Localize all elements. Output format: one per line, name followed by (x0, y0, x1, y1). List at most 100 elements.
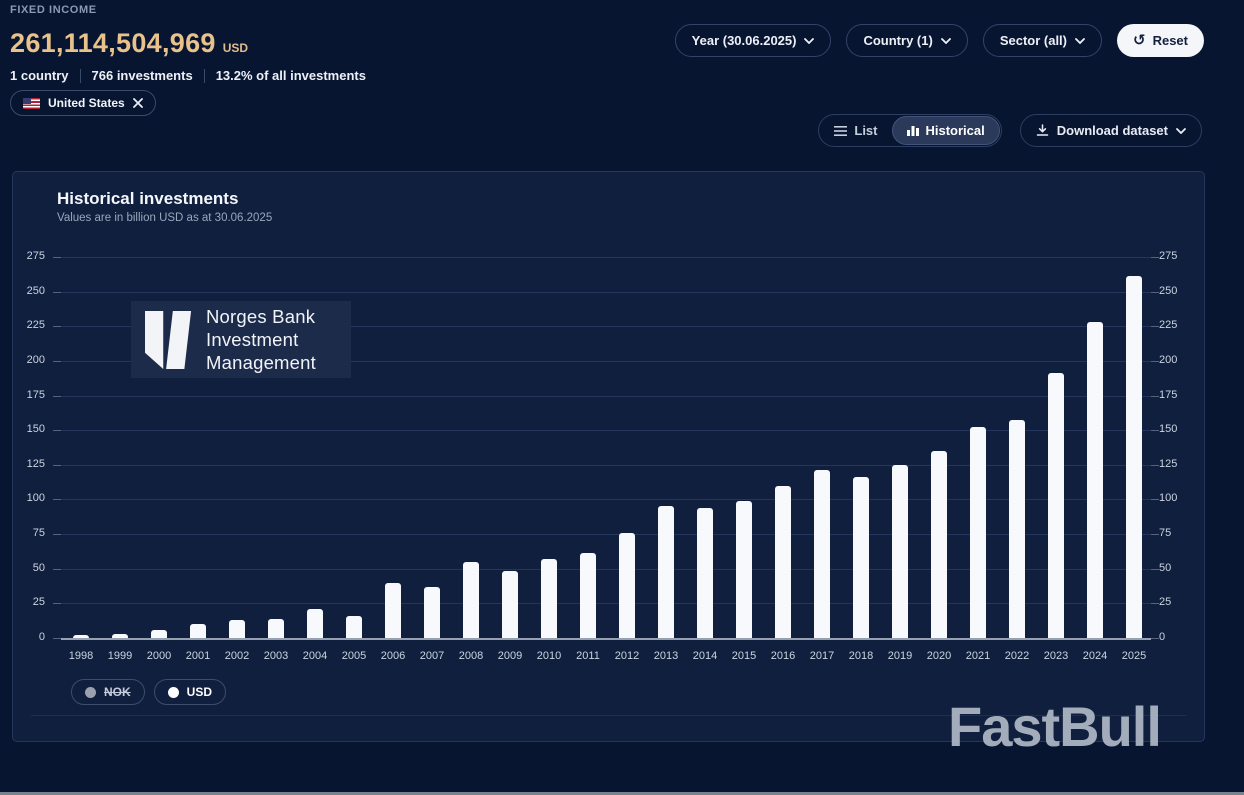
bar-2018[interactable] (853, 477, 869, 638)
currency-toggle-usd[interactable]: USD (153, 679, 227, 705)
bar-2013[interactable] (658, 506, 674, 638)
nok-dot-icon (85, 686, 96, 698)
x-axis-label: 1998 (68, 650, 94, 662)
x-axis-label: 2007 (419, 650, 445, 662)
bar-1999[interactable] (112, 633, 128, 638)
nbim-logo-mark (145, 310, 192, 369)
bar-2006[interactable] (385, 582, 401, 638)
fastbull-watermark: FastBull (948, 695, 1162, 758)
y-tick-right (1151, 638, 1159, 639)
x-axis-label: 2014 (692, 650, 718, 662)
bar-2005[interactable] (346, 615, 362, 638)
bar-2023[interactable] (1048, 373, 1064, 638)
bar-2019[interactable] (892, 464, 908, 638)
tab-list-label: List (854, 123, 878, 138)
bar-2009[interactable] (502, 571, 518, 638)
x-axis-label: 2024 (1082, 650, 1108, 662)
y-axis-label: 250 (26, 284, 45, 297)
gridline (61, 291, 1151, 293)
bar-2014[interactable] (697, 507, 713, 638)
bar-2022[interactable] (1009, 420, 1025, 638)
bar-2011[interactable] (580, 553, 596, 638)
close-icon[interactable] (132, 98, 143, 108)
bar-1998[interactable] (73, 635, 89, 638)
bar-2015[interactable] (736, 500, 752, 638)
y-tick-right (1151, 499, 1159, 501)
x-axis-label: 2022 (1004, 650, 1030, 662)
y-axis-label: 100 (1159, 492, 1178, 505)
y-tick-left (53, 326, 61, 328)
bar-2020[interactable] (931, 450, 947, 638)
y-axis-label: 150 (1159, 423, 1178, 436)
bar-2000[interactable] (151, 629, 167, 638)
bar-2001[interactable] (190, 624, 206, 638)
reset-label: Reset (1152, 33, 1188, 48)
download-dataset-label: Download dataset (1056, 123, 1168, 138)
y-tick-right (1151, 326, 1159, 328)
gridline (61, 603, 1151, 605)
bar-2003[interactable] (268, 618, 284, 638)
bar-2025[interactable] (1126, 276, 1142, 638)
stat-share: 13.2% of all investments (215, 68, 366, 83)
x-axis-label: 2021 (965, 650, 991, 662)
stat-countries: 1 country (10, 68, 69, 83)
x-axis-label: 2018 (848, 650, 874, 662)
bar-2010[interactable] (541, 559, 557, 638)
horizontal-scrollbar[interactable] (0, 792, 1244, 795)
y-tick-right (1151, 464, 1159, 466)
country-chip-label: United States (48, 96, 125, 110)
tab-historical[interactable]: Historical (891, 116, 1000, 145)
y-axis-label: 200 (26, 353, 45, 366)
view-toggle-group: List Historical (818, 114, 1002, 147)
country-filter-dropdown[interactable]: Country (1) (846, 24, 968, 57)
bar-chart-icon (906, 126, 919, 136)
y-tick-right (1151, 360, 1159, 362)
bar-2007[interactable] (424, 586, 440, 638)
reset-button[interactable]: ↺ Reset (1117, 24, 1204, 57)
stat-investments: 766 investments (91, 68, 193, 83)
x-axis-label: 2010 (536, 650, 562, 662)
x-axis-label: 2013 (653, 650, 679, 662)
bar-2021[interactable] (970, 427, 986, 638)
gridline (61, 638, 1151, 640)
gridline (61, 499, 1151, 501)
gridline (61, 326, 1151, 328)
bar-2004[interactable] (307, 608, 323, 638)
bar-2016[interactable] (775, 485, 791, 638)
y-tick-right (1151, 430, 1159, 432)
x-axis-label: 2019 (887, 650, 913, 662)
stats-row: 1 country 766 investments 13.2% of all i… (10, 68, 366, 83)
y-axis-label: 0 (1159, 631, 1166, 643)
bar-2002[interactable] (229, 619, 245, 638)
x-axis-label: 2005 (341, 650, 367, 662)
y-axis-label: 25 (1159, 596, 1172, 609)
total-value-row: 261,114,504,969 USD (10, 28, 248, 59)
bar-2012[interactable] (619, 532, 635, 638)
year-filter-dropdown[interactable]: Year (30.06.2025) (674, 24, 832, 57)
y-axis-label: 50 (32, 561, 45, 574)
download-dataset-button[interactable]: Download dataset (1019, 114, 1202, 147)
y-axis-label: 250 (1159, 284, 1178, 297)
bar-2017[interactable] (814, 470, 830, 638)
tab-historical-label: Historical (925, 123, 985, 138)
reset-icon: ↺ (1133, 31, 1146, 49)
year-filter-label: Year (30.06.2025) (691, 33, 797, 48)
country-filter-chip[interactable]: United States (10, 90, 156, 116)
bar-2024[interactable] (1087, 322, 1103, 638)
x-axis-label: 2023 (1043, 650, 1069, 662)
download-icon (1036, 124, 1048, 136)
y-tick-left (53, 603, 61, 605)
tab-list[interactable]: List (820, 116, 891, 145)
y-tick-left (53, 638, 61, 639)
x-axis-label: 2017 (809, 650, 835, 662)
currency-toggle-nok[interactable]: NOK (71, 679, 145, 705)
chevron-down-icon (1075, 37, 1085, 44)
gridline (61, 360, 1151, 362)
sector-filter-dropdown[interactable]: Sector (all) (982, 24, 1102, 57)
y-axis-label: 200 (1159, 353, 1178, 366)
nbim-logo-text: Norges Bank Investment Management (206, 306, 316, 373)
bar-2008[interactable] (463, 561, 479, 638)
x-axis-label: 2000 (146, 650, 172, 662)
x-axis-label: 2006 (380, 650, 406, 662)
y-tick-left (53, 499, 61, 501)
